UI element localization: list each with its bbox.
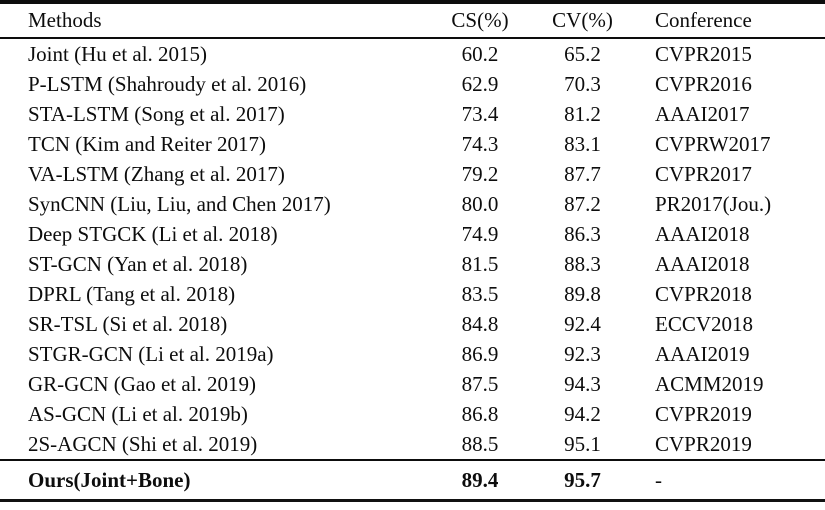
method-cell: Ours(Joint+Bone): [0, 459, 430, 501]
table-row: STGR-GCN (Li et al. 2019a) 86.9 92.3 AAA…: [0, 339, 825, 369]
header-row: Methods CS(%) CV(%) Conference: [0, 2, 825, 39]
cs-cell: 87.5: [461, 371, 499, 396]
cv-cell: 86.3: [564, 221, 601, 246]
cv-cell: 88.3: [564, 251, 601, 276]
header-methods: Methods: [0, 2, 430, 39]
table-row: STA-LSTM (Song et al. 2017) 73.4 81.2 AA…: [0, 99, 825, 129]
conference-cell: CVPR2018: [655, 281, 752, 306]
cs-cell: 89.4: [430, 459, 530, 501]
cv-cell: 89.8: [564, 281, 601, 306]
table-row: SynCNN (Liu, Liu, and Chen 2017) 80.0 87…: [0, 189, 825, 219]
method-cell: SynCNN (Liu, Liu, and Chen 2017): [28, 191, 331, 216]
table-row: ST-GCN (Yan et al. 2018) 81.5 88.3 AAAI2…: [0, 249, 825, 279]
conference-cell: ACMM2019: [655, 371, 764, 396]
table-row: TCN (Kim and Reiter 2017) 74.3 83.1 CVPR…: [0, 129, 825, 159]
conference-cell: AAAI2018: [655, 221, 750, 246]
method-cell: P-LSTM (Shahroudy et al. 2016): [28, 71, 307, 96]
method-cell: 2S-AGCN (Shi et al. 2019): [28, 431, 258, 456]
conference-cell: CVPR2019: [655, 401, 752, 426]
cs-cell: 80.0: [461, 191, 499, 216]
table-body: Joint (Hu et al. 2015) 60.2 65.2 CVPR201…: [0, 38, 825, 501]
cs-cell: 86.9: [461, 341, 499, 366]
conference-cell: PR2017(Jou.): [655, 191, 772, 216]
method-cell: STA-LSTM (Song et al. 2017): [28, 101, 285, 126]
header-cv: CV(%): [530, 2, 635, 39]
cv-cell: 87.2: [564, 191, 601, 216]
cs-cell: 74.3: [461, 131, 499, 156]
method-cell: AS-GCN (Li et al. 2019b): [28, 401, 248, 426]
method-cell: GR-GCN (Gao et al. 2019): [28, 371, 257, 396]
cv-cell: 92.4: [564, 311, 601, 336]
cs-cell: 74.9: [461, 221, 499, 246]
cs-cell: 88.5: [461, 431, 499, 456]
conference-cell: AAAI2019: [655, 341, 750, 366]
cv-cell: 95.1: [564, 431, 601, 456]
table-row: P-LSTM (Shahroudy et al. 2016) 62.9 70.3…: [0, 69, 825, 99]
cv-cell: 83.1: [564, 131, 601, 156]
table-row: Deep STGCK (Li et al. 2018) 74.9 86.3 AA…: [0, 219, 825, 249]
table-row: DPRL (Tang et al. 2018) 83.5 89.8 CVPR20…: [0, 279, 825, 309]
cs-cell: 86.8: [461, 401, 499, 426]
cs-cell: 83.5: [461, 281, 499, 306]
cs-cell: 60.2: [461, 41, 499, 66]
cv-cell: 94.3: [564, 371, 601, 396]
cs-cell: 73.4: [461, 101, 499, 126]
table-row: GR-GCN (Gao et al. 2019) 87.5 94.3 ACMM2…: [0, 369, 825, 399]
conference-cell: AAAI2017: [655, 101, 750, 126]
cs-cell: 62.9: [461, 71, 499, 96]
conference-cell: CVPR2017: [655, 161, 752, 186]
method-cell: STGR-GCN (Li et al. 2019a): [28, 341, 274, 366]
cv-cell: 95.7: [530, 459, 635, 501]
method-cell: DPRL (Tang et al. 2018): [28, 281, 236, 306]
table-row: 2S-AGCN (Shi et al. 2019) 88.5 95.1 CVPR…: [0, 429, 825, 460]
table-row: VA-LSTM (Zhang et al. 2017) 79.2 87.7 CV…: [0, 159, 825, 189]
cv-cell: 81.2: [564, 101, 601, 126]
cv-cell: 87.7: [564, 161, 601, 186]
cv-cell: 92.3: [564, 341, 601, 366]
cv-cell: 94.2: [564, 401, 601, 426]
cs-cell: 84.8: [461, 311, 499, 336]
header-conference: Conference: [635, 2, 825, 39]
conference-cell: CVPR2016: [655, 71, 752, 96]
conference-cell: CVPRW2017: [655, 131, 771, 156]
table-header: Methods CS(%) CV(%) Conference: [0, 2, 825, 39]
cv-cell: 65.2: [564, 41, 601, 66]
method-cell: ST-GCN (Yan et al. 2018): [28, 251, 248, 276]
method-cell: Deep STGCK (Li et al. 2018): [28, 221, 278, 246]
table-row: Joint (Hu et al. 2015) 60.2 65.2 CVPR201…: [0, 38, 825, 69]
table-row: Ours(Joint+Bone) 89.4 95.7 -: [0, 459, 825, 501]
conference-cell: CVPR2015: [655, 41, 752, 66]
conference-cell: CVPR2019: [655, 431, 752, 456]
cs-cell: 79.2: [461, 161, 499, 186]
cv-cell: 70.3: [564, 71, 601, 96]
conference-cell: AAAI2018: [655, 251, 750, 276]
method-cell: TCN (Kim and Reiter 2017): [28, 131, 266, 156]
method-cell: VA-LSTM (Zhang et al. 2017): [28, 161, 285, 186]
table-row: SR-TSL (Si et al. 2018) 84.8 92.4 ECCV20…: [0, 309, 825, 339]
method-cell: Joint (Hu et al. 2015): [28, 41, 208, 66]
conference-cell: -: [635, 459, 825, 501]
header-cs: CS(%): [430, 2, 530, 39]
table-row: AS-GCN (Li et al. 2019b) 86.8 94.2 CVPR2…: [0, 399, 825, 429]
method-cell: SR-TSL (Si et al. 2018): [28, 311, 228, 336]
cs-cell: 81.5: [461, 251, 499, 276]
conference-cell: ECCV2018: [655, 311, 754, 336]
